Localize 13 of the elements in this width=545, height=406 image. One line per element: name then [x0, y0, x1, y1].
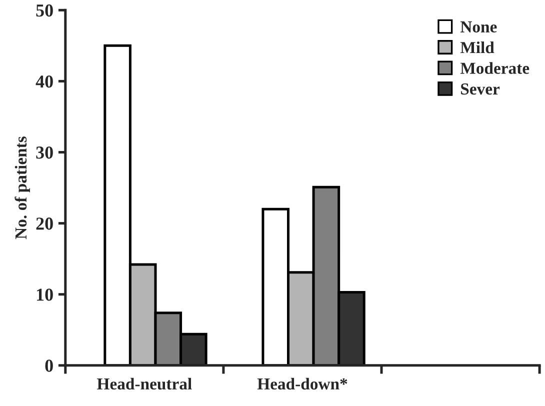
y-tick-label: 20: [36, 218, 53, 230]
legend-label: None: [460, 21, 497, 32]
legend-label: Mild: [460, 41, 494, 54]
y-tick-label: 0: [45, 360, 53, 372]
x-tick-label: Head-down*: [257, 378, 348, 390]
y-tick-label: 30: [36, 146, 53, 159]
legend-label: Moderate: [460, 62, 530, 74]
legend-label: Sever: [461, 83, 500, 95]
y-axis-title: No. of patients: [14, 136, 30, 240]
y-tick-label: 40: [36, 75, 53, 88]
x-tick-label: Head-neutral: [97, 378, 192, 390]
y-tick-label: 50: [36, 4, 53, 17]
y-tick-label: 10: [36, 288, 53, 301]
